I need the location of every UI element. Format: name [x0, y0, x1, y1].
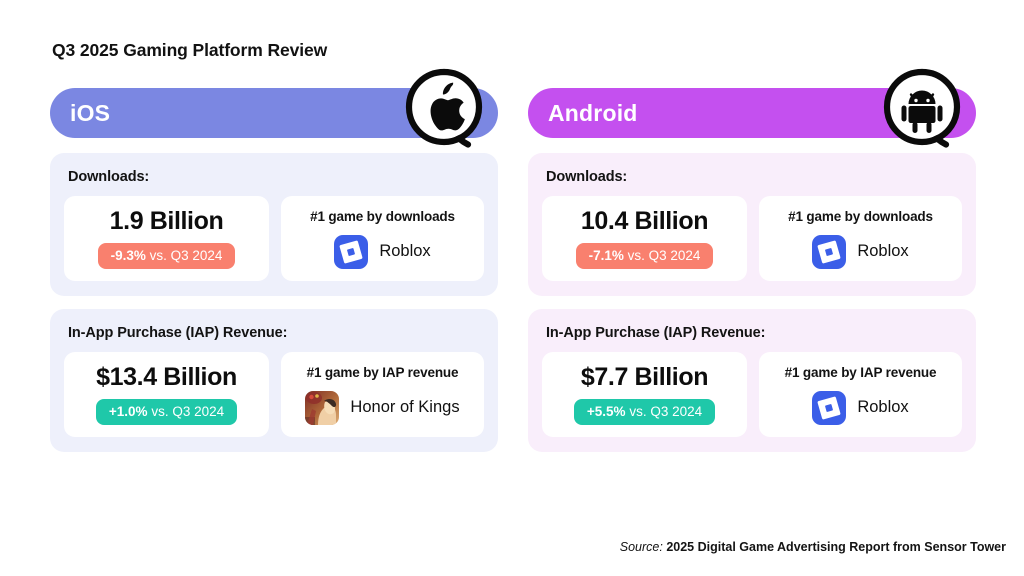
platform-column-ios: iOS Downloads: [50, 68, 498, 453]
delta-badge: -9.3% vs. Q3 2024 [97, 243, 236, 270]
metric-cards: 10.4 Billion -7.1% vs. Q3 2024 #1 game b… [542, 196, 962, 282]
metric-value: $7.7 Billion [580, 363, 709, 392]
top-game-name: Roblox [857, 398, 909, 417]
metric-panel-android-iap: In-App Purchase (IAP) Revenue: $7.7 Bill… [528, 309, 976, 453]
source-label: Source: [619, 540, 663, 554]
value-card: 10.4 Billion -7.1% vs. Q3 2024 [542, 196, 747, 282]
platform-header-ios: iOS [50, 68, 498, 148]
metric-cards: 1.9 Billion -9.3% vs. Q3 2024 #1 game by… [64, 196, 484, 282]
platform-name-android: Android [548, 99, 638, 126]
page-title: Q3 2025 Gaming Platform Review [52, 40, 328, 60]
top-game-row: Roblox [812, 234, 909, 269]
value-card: 1.9 Billion -9.3% vs. Q3 2024 [64, 196, 269, 282]
platform-name-ios: iOS [70, 99, 111, 126]
delta-badge: -7.1% vs. Q3 2024 [575, 243, 714, 270]
metric-panel-ios-downloads: Downloads: 1.9 Billion -9.3% vs. Q3 2024… [50, 153, 498, 297]
delta-comparison: vs. Q3 2024 [629, 403, 703, 419]
metric-title: In-App Purchase (IAP) Revenue: [546, 325, 766, 342]
value-card: $7.7 Billion +5.5% vs. Q3 2024 [542, 352, 747, 438]
apple-logo-icon [398, 63, 490, 155]
metric-title: In-App Purchase (IAP) Revenue: [68, 325, 288, 342]
top-game-card: #1 game by downloads [281, 196, 484, 282]
delta-comparison: vs. Q3 2024 [151, 403, 225, 419]
delta-percent: -9.3% [110, 247, 146, 263]
top-game-label: #1 game by IAP revenue [784, 364, 937, 380]
source-text: 2025 Digital Game Advertising Report fro… [666, 540, 1006, 554]
top-game-card: #1 game by IAP revenue [281, 352, 484, 438]
metric-value: $13.4 Billion [96, 363, 237, 392]
value-card: $13.4 Billion +1.0% vs. Q3 2024 [64, 352, 269, 438]
top-game-name: Roblox [857, 242, 909, 261]
platform-column-android: Android [528, 68, 976, 453]
metric-title: Downloads: [68, 169, 150, 185]
delta-percent: +1.0% [108, 403, 148, 419]
metric-panel-ios-iap: In-App Purchase (IAP) Revenue: $13.4 Bil… [50, 309, 498, 453]
top-game-label: #1 game by downloads [788, 208, 933, 224]
delta-percent: -7.1% [588, 247, 624, 263]
top-game-label: #1 game by IAP revenue [306, 364, 459, 380]
source-note: Source: 2025 Digital Game Advertising Re… [620, 540, 1006, 554]
top-game-row: Honor of Kings [305, 390, 460, 425]
top-game-card: #1 game by downloads [759, 196, 962, 282]
delta-percent: +5.5% [586, 403, 626, 419]
platform-columns: iOS Downloads: [0, 68, 1024, 478]
delta-comparison: vs. Q3 2024 [149, 247, 223, 263]
platform-header-android: Android [528, 68, 976, 148]
delta-badge: +5.5% vs. Q3 2024 [573, 399, 716, 426]
top-game-card: #1 game by IAP revenue [759, 352, 962, 438]
metric-cards: $13.4 Billion +1.0% vs. Q3 2024 #1 game … [64, 352, 484, 438]
delta-badge: +1.0% vs. Q3 2024 [95, 399, 238, 426]
metric-value: 1.9 Billion [109, 207, 224, 235]
roblox-icon [334, 234, 369, 269]
metric-cards: $7.7 Billion +5.5% vs. Q3 2024 #1 game b… [542, 352, 962, 438]
top-game-label: #1 game by downloads [310, 208, 455, 224]
metric-panel-android-downloads: Downloads: 10.4 Billion -7.1% vs. Q3 202… [528, 153, 976, 297]
delta-comparison: vs. Q3 2024 [627, 247, 701, 263]
roblox-icon [812, 234, 847, 269]
top-game-name: Honor of Kings [350, 398, 460, 417]
honor-of-kings-icon [305, 390, 340, 425]
top-game-row: Roblox [812, 390, 909, 425]
android-logo-icon [876, 63, 968, 155]
top-game-name: Roblox [379, 242, 431, 261]
metric-title: Downloads: [546, 169, 628, 185]
roblox-icon [812, 390, 847, 425]
top-game-row: Roblox [334, 234, 431, 269]
metric-value: 10.4 Billion [580, 207, 709, 235]
